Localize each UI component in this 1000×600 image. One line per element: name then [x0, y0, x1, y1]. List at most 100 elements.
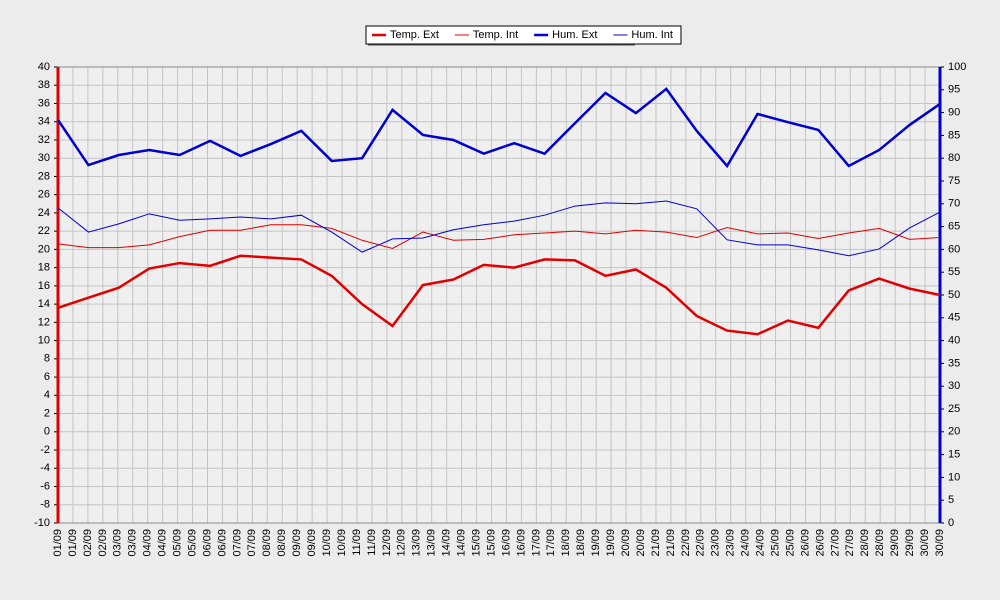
x-tick-label: 22/09 [695, 529, 707, 557]
y-tick-label: 40 [38, 61, 50, 73]
x-tick-label: 25/09 [769, 529, 781, 557]
y-tick-label: 24 [38, 207, 50, 219]
x-tick-label: 05/09 [186, 529, 198, 557]
y-tick-label: 12 [38, 316, 50, 328]
x-tick-label: 08/09 [261, 529, 273, 557]
x-tick-label: 18/09 [560, 529, 572, 557]
y2-tick-label: 45 [948, 312, 960, 324]
y-tick-label: -4 [40, 462, 50, 474]
x-tick-label: 17/09 [530, 529, 542, 557]
x-tick-label: 17/09 [545, 529, 557, 557]
series-line [57, 200, 941, 257]
x-tick-label: 03/09 [112, 529, 124, 557]
x-tick-label: 07/09 [246, 529, 258, 557]
x-tick-label: 09/09 [291, 529, 303, 557]
x-tick-label: 29/09 [889, 529, 901, 557]
x-tick-label: 27/09 [829, 529, 841, 557]
y2-tick-label: 0 [948, 517, 954, 529]
x-tick-label: 04/09 [157, 529, 169, 557]
y-tick-label: 30 [38, 152, 50, 164]
y-tick-label: 36 [38, 97, 50, 109]
y2-tick-label: 15 [948, 449, 960, 461]
x-tick-label: 11/09 [351, 529, 363, 556]
x-tick-label: 07/09 [231, 529, 243, 557]
y2-tick-label: 85 [948, 129, 960, 141]
legend-label: Temp. Ext [390, 29, 439, 41]
x-tick-label: 19/09 [590, 529, 602, 557]
y-tick-label: 26 [38, 189, 50, 201]
legend-label: Temp. Int [473, 29, 518, 41]
x-tick-label: 25/09 [784, 529, 796, 557]
y2-tick-label: 40 [948, 335, 960, 347]
y-tick-label: 20 [38, 243, 50, 255]
y-tick-label: -8 [40, 499, 50, 511]
x-tick-label: 03/09 [127, 529, 139, 557]
y-tick-label: 22 [38, 225, 50, 237]
y2-tick-label: 100 [948, 61, 966, 73]
x-tick-label: 26/09 [814, 529, 826, 557]
y-tick-label: -6 [40, 480, 50, 492]
x-tick-label: 30/09 [919, 529, 931, 557]
x-tick-label: 13/09 [426, 529, 438, 557]
x-tick-label: 16/09 [515, 529, 527, 557]
y2-tick-label: 70 [948, 198, 960, 210]
x-tick-label: 27/09 [844, 529, 856, 557]
y-tick-label: 32 [38, 134, 50, 146]
x-tick-label: 09/09 [306, 529, 318, 557]
x-tick-label: 29/09 [904, 529, 916, 557]
y2-tick-label: 75 [948, 175, 960, 187]
x-tick-label: 14/09 [456, 529, 468, 557]
y-tick-label: 6 [44, 371, 50, 383]
y-tick-label: 8 [44, 353, 50, 365]
x-tick-label: 20/09 [635, 529, 647, 557]
y2-tick-label: 95 [948, 84, 960, 96]
x-tick-label: 23/09 [710, 529, 722, 557]
y-tick-label: 34 [38, 116, 50, 128]
legend-label: Hum. Int [631, 29, 673, 41]
y2-tick-label: 30 [948, 380, 960, 392]
y-tick-label: 16 [38, 280, 50, 292]
x-tick-label: 26/09 [799, 529, 811, 557]
x-tick-label: 05/09 [171, 529, 183, 557]
x-tick-label: 15/09 [470, 529, 482, 557]
x-tick-label: 21/09 [665, 529, 677, 557]
x-tick-label: 10/09 [336, 529, 348, 557]
x-tick-label: 11/09 [366, 529, 378, 556]
series-line [57, 254, 941, 336]
y2-tick-label: 55 [948, 266, 960, 278]
x-tick-label: 02/09 [82, 529, 94, 557]
y-tick-label: -2 [40, 444, 50, 456]
x-tick-label: 22/09 [680, 529, 692, 557]
x-tick-label: 06/09 [201, 529, 213, 557]
x-tick-label: 20/09 [620, 529, 632, 557]
x-tick-label: 12/09 [381, 529, 393, 557]
x-tick-label: 04/09 [142, 529, 154, 557]
y2-tick-label: 90 [948, 107, 960, 119]
x-tick-label: 24/09 [740, 529, 752, 557]
x-tick-label: 10/09 [321, 529, 333, 557]
y-tick-label: 14 [38, 298, 50, 310]
y2-tick-label: 25 [948, 403, 960, 415]
y-tick-label: 2 [44, 407, 50, 419]
x-tick-label: 30/09 [934, 529, 946, 557]
x-tick-label: 02/09 [97, 529, 109, 557]
x-tick-label: 24/09 [755, 529, 767, 557]
x-tick-label: 23/09 [725, 529, 737, 557]
y-tick-label: 28 [38, 170, 50, 182]
legend: Temp. Ext Temp. Int Hum. Ext Hum. Int [365, 25, 682, 46]
x-tick-label: 01/09 [67, 529, 79, 557]
y-tick-label: -10 [34, 517, 50, 529]
x-tick-label: 13/09 [411, 529, 423, 557]
y2-tick-label: 50 [948, 289, 960, 301]
x-tick-label: 16/09 [500, 529, 512, 557]
y2-tick-label: 65 [948, 221, 960, 233]
y2-tick-label: 5 [948, 494, 954, 506]
x-tick-label: 19/09 [605, 529, 617, 557]
x-tick-label: 12/09 [396, 529, 408, 557]
series-line [56, 87, 941, 169]
y2-tick-label: 10 [948, 471, 960, 483]
y2-tick-label: 80 [948, 152, 960, 164]
x-tick-label: 21/09 [650, 529, 662, 557]
series-line [57, 224, 941, 250]
plot-area [58, 67, 940, 523]
